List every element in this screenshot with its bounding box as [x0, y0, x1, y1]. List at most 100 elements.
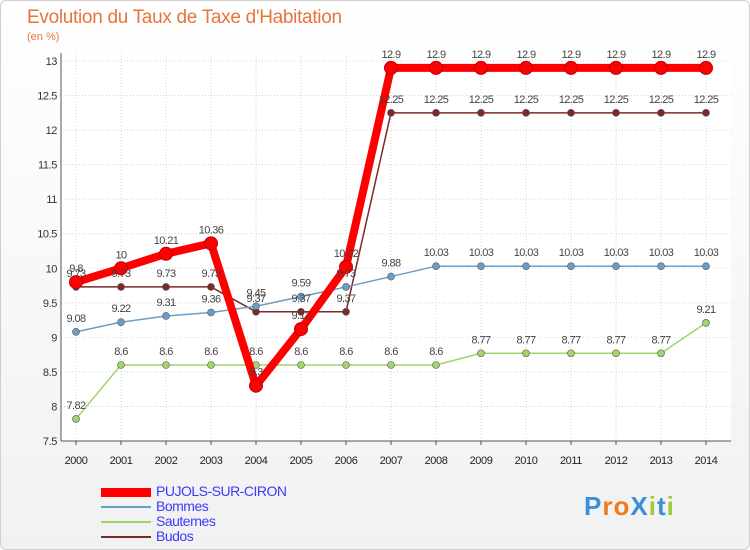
data-label: 9.45	[246, 287, 265, 299]
data-label: 8.6	[204, 346, 218, 358]
data-point	[114, 261, 128, 276]
data-point	[294, 322, 308, 337]
data-point	[342, 307, 350, 316]
y-tick-label: 11	[46, 194, 57, 206]
data-label: 9.88	[381, 258, 400, 270]
x-tick-label: 2003	[200, 455, 223, 467]
y-tick-label: 11.5	[38, 160, 57, 172]
data-point	[657, 109, 665, 117]
x-tick-label: 2014	[695, 455, 718, 467]
data-label: 8.77	[561, 334, 580, 346]
data-point	[207, 361, 215, 369]
data-point	[432, 361, 440, 369]
data-label: 8.77	[651, 334, 670, 346]
data-label: 10.21	[154, 235, 179, 247]
data-label: 10.03	[604, 247, 629, 259]
data-label: 10.03	[424, 247, 449, 259]
data-point	[117, 318, 125, 326]
data-point	[657, 262, 665, 271]
y-tick-label: 13	[46, 56, 58, 68]
data-label: 12.25	[559, 94, 584, 106]
x-tick-label: 2010	[515, 455, 538, 467]
data-point	[207, 283, 215, 291]
data-label: 9.36	[201, 293, 220, 305]
data-label: 12.25	[514, 94, 539, 106]
data-point	[657, 349, 665, 358]
data-label: 9.37	[246, 293, 265, 305]
data-point	[612, 262, 620, 271]
data-point	[477, 109, 485, 117]
data-label: 9.21	[696, 304, 715, 316]
legend-swatch	[101, 487, 151, 497]
data-point	[432, 109, 440, 117]
y-tick-label: 9	[51, 332, 57, 344]
data-label: 12.25	[604, 94, 629, 106]
data-label: 12.9	[516, 49, 535, 61]
legend-swatch	[101, 536, 151, 538]
legend-swatch	[101, 506, 151, 508]
data-point	[612, 349, 620, 358]
legend-label: Bommes	[156, 498, 209, 514]
data-point	[162, 361, 170, 369]
data-point	[567, 349, 575, 358]
y-tick-label: 7.5	[43, 436, 57, 448]
data-point	[522, 262, 530, 271]
data-point	[159, 246, 173, 261]
data-label: 12.9	[606, 49, 625, 61]
data-point	[342, 283, 350, 291]
data-label: 7.82	[66, 400, 85, 412]
data-label: 8.77	[606, 334, 625, 346]
data-point	[702, 262, 710, 271]
y-tick-label: 9.5	[43, 298, 57, 310]
data-label: 12.9	[426, 49, 445, 61]
plot-area	[61, 53, 731, 441]
data-point	[654, 60, 668, 75]
data-point	[609, 60, 623, 75]
y-tick-label: 12.5	[37, 91, 57, 103]
data-point	[387, 272, 395, 281]
data-label: 10.02	[334, 248, 359, 260]
x-tick-label: 2006	[335, 455, 358, 467]
data-label: 9.73	[156, 268, 175, 280]
proxiti-logo: ProXiti	[584, 491, 675, 521]
data-point	[117, 283, 125, 291]
data-point	[72, 415, 80, 423]
data-label: 9.73	[336, 268, 355, 280]
data-point	[564, 60, 578, 75]
data-label: 9.31	[156, 297, 175, 309]
data-label: 8.6	[159, 346, 173, 358]
x-tick-label: 2001	[110, 455, 133, 467]
data-point	[339, 259, 353, 274]
data-label: 9.73	[111, 268, 130, 280]
x-tick-label: 2012	[605, 455, 628, 467]
data-label: 10.03	[559, 247, 584, 259]
x-tick-label: 2013	[650, 455, 673, 467]
legend-label: Sauternes	[156, 513, 216, 529]
data-label: 8.6	[249, 346, 263, 358]
data-point	[567, 109, 575, 117]
data-label: 10.03	[514, 247, 539, 259]
data-label: 12.25	[649, 94, 674, 106]
data-point	[522, 109, 530, 117]
data-label: 10.36	[199, 224, 224, 236]
chart-unit-label: (en %)	[27, 31, 60, 43]
data-point	[297, 361, 305, 369]
data-label: 10.03	[469, 247, 494, 259]
data-point	[207, 308, 215, 317]
data-point	[522, 349, 530, 358]
y-tick-label: 8	[51, 401, 57, 413]
x-tick-label: 2005	[290, 455, 313, 467]
x-tick-label: 2009	[470, 455, 493, 467]
data-point	[474, 60, 488, 75]
data-label: 12.9	[471, 49, 490, 61]
data-point	[69, 275, 83, 290]
data-label: 12.25	[469, 94, 494, 106]
data-point	[162, 312, 170, 320]
data-point	[162, 283, 170, 291]
data-label: 10.03	[694, 247, 719, 259]
data-label: 9.37	[336, 293, 355, 305]
data-point	[477, 349, 485, 358]
data-label: 9.08	[66, 313, 85, 325]
data-point	[117, 361, 125, 369]
